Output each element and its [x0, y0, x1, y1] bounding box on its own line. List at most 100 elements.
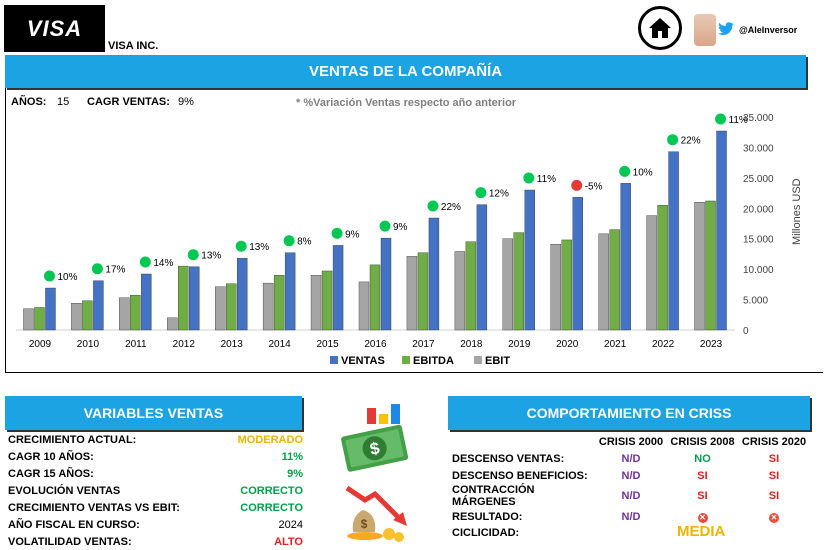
twitter-icon[interactable] — [717, 22, 735, 36]
sales-title-bar: VENTAS DE LA COMPAÑÍA — [5, 55, 806, 88]
x-tick-label: 2012 — [173, 339, 196, 350]
variable-row: AÑO FISCAL EN CURSO: 2024 — [8, 516, 303, 533]
variable-label: CAGR 15 AÑOS: — [8, 467, 94, 480]
bar-ebitda — [321, 270, 333, 331]
growth-label: -5% — [585, 181, 603, 192]
crisis-result-row: RESULTADO: N/D ✕ ✕ — [452, 508, 810, 525]
bar-ebit — [694, 201, 705, 331]
variables-table: CRECIMIENTO ACTUAL: MODERADO CAGR 10 AÑOS:… — [8, 431, 303, 550]
crisis-row: CONTRACCIÓN MÁRGENES N/D SI SI — [452, 484, 810, 508]
sales-title: VENTAS DE LA COMPAÑÍA — [308, 63, 503, 80]
avatar — [694, 14, 716, 46]
crisis-cell: N/D — [621, 452, 641, 465]
growth-dot — [139, 256, 151, 268]
fail-icon: ✕ — [697, 512, 708, 523]
variation-note: * %Variación Ventas respecto año anterio… — [296, 97, 517, 109]
x-tick-label: 2023 — [700, 339, 723, 350]
variables-title: VARIABLES VENTAS — [83, 405, 224, 421]
fail-icon: ✕ — [769, 512, 779, 523]
y-tick-label: 35.000 — [743, 113, 774, 124]
bar-ventas — [572, 197, 583, 331]
growth-label: 14% — [153, 258, 173, 269]
bar-ebitda — [705, 200, 716, 331]
bar-ebit — [598, 233, 609, 331]
variable-label: CRECIMIENTO ACTUAL: — [8, 433, 137, 446]
bar-ventas — [476, 204, 488, 331]
bar-ebit — [71, 303, 82, 331]
bar-ebitda — [369, 264, 381, 331]
crisis-cell: N/D — [621, 469, 641, 482]
legend-ebit: EBIT — [485, 355, 510, 367]
crisis-result-label: RESULTADO: — [452, 510, 523, 523]
growth-dot — [235, 240, 247, 252]
crisis-row-label: DESCENSO BENEFICIOS: — [452, 469, 588, 482]
crisis-cell: N/D — [621, 490, 641, 502]
x-tick-label: 2020 — [556, 339, 579, 350]
variable-label: EVOLUCIÓN VENTAS — [8, 484, 121, 497]
bar-ebit — [167, 317, 178, 331]
bar-ebitda — [561, 239, 572, 331]
crisis-row-label: DESCENSO VENTAS: — [452, 452, 565, 465]
variable-value: 11% — [281, 450, 303, 463]
svg-text:$: $ — [361, 517, 368, 531]
years-value: 15 — [57, 96, 70, 108]
bar-ebitda — [130, 295, 141, 331]
chart-bottom-divider — [5, 372, 823, 373]
crisis-cell: SI — [768, 490, 780, 502]
variable-value: 9% — [287, 467, 303, 480]
bar-ebitda — [178, 265, 189, 331]
crisis-col-2008: CRISIS 2008 — [670, 435, 735, 448]
crisis-row: DESCENSO VENTAS: N/D NO SI — [452, 450, 810, 467]
money-growth-icon: $ — [341, 404, 409, 472]
x-tick-label: 2022 — [652, 339, 675, 350]
legend-swatch — [474, 356, 482, 364]
bar-ventas — [189, 266, 200, 331]
bar-ebit — [262, 282, 274, 331]
legend-ebitda: EBITDA — [413, 355, 454, 367]
crisis-cell: SI — [768, 452, 780, 465]
growth-label: 13% — [201, 251, 221, 262]
crisis-cell: SI — [697, 469, 708, 482]
home-icon — [649, 18, 671, 38]
crisis-col-2020: CRISIS 2020 — [741, 435, 807, 448]
y-tick-label: 30.000 — [743, 143, 774, 154]
growth-dot — [427, 200, 439, 212]
bar-ventas — [620, 183, 631, 331]
company-name: VISA INC. — [108, 40, 159, 52]
growth-label: 22% — [441, 202, 461, 213]
twitter-handle[interactable]: @AleInversor — [739, 25, 798, 35]
variable-row: VOLATILIDAD VENTAS: ALTO — [8, 533, 303, 550]
bar-ventas — [45, 287, 56, 331]
growth-label: 13% — [249, 242, 269, 253]
bar-ebitda — [465, 241, 477, 331]
variable-value: ALTO — [274, 535, 303, 548]
growth-label: 11% — [537, 174, 556, 185]
legend-ventas: VENTAS — [341, 355, 385, 367]
y-tick-label: 10.000 — [743, 265, 774, 276]
home-button[interactable] — [638, 6, 682, 50]
bar-ebit — [646, 215, 657, 331]
growth-label: 9% — [393, 222, 408, 233]
growth-label: 17% — [105, 265, 125, 276]
bar-ebitda — [609, 229, 620, 331]
bar-ebit — [358, 281, 370, 331]
variable-label: CRECIMIENTO VENTAS VS EBIT: — [8, 501, 180, 514]
variable-value: MODERADO — [237, 433, 303, 446]
bar-ebitda — [513, 232, 524, 331]
bar-ventas — [284, 252, 296, 331]
bar-ebit — [23, 308, 34, 331]
cyclicality-label: CICLICIDAD: — [452, 527, 520, 539]
x-tick-label: 2013 — [221, 339, 244, 350]
crisis-table: CRISIS 2000 CRISIS 2008 CRISIS 2020 DESC… — [452, 433, 810, 525]
variable-value: CORRECTO — [240, 484, 303, 497]
y-tick-label: 25.000 — [743, 174, 774, 185]
sales-chart: 0 5.000 10.000 15.000 20.000 25.000 30.000 35.0… — [16, 113, 803, 367]
bar-ebitda — [225, 283, 237, 331]
bar-ebit — [454, 251, 466, 331]
y-tick-label: 15.000 — [743, 235, 774, 246]
bar-ventas — [668, 151, 679, 331]
growth-label: 9% — [345, 229, 360, 240]
growth-label: 10% — [633, 167, 653, 178]
variable-value: CORRECTO — [240, 501, 303, 514]
variable-label: VOLATILIDAD VENTAS: — [8, 535, 132, 548]
